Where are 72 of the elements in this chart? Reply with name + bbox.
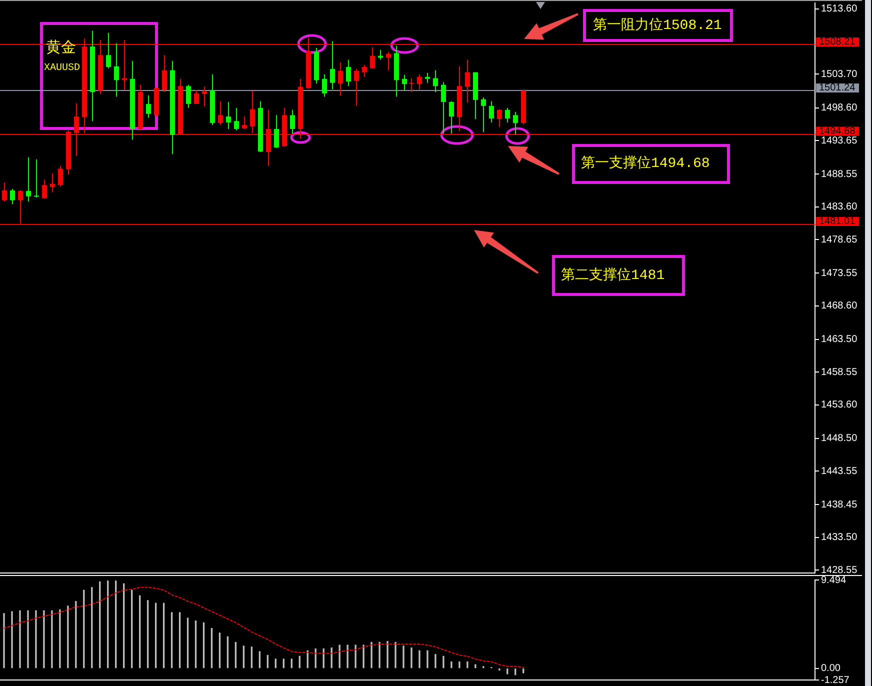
candlestick: [441, 82, 446, 134]
ref-line-label: 1508.21: [819, 36, 856, 48]
y-tick-label: 1478.65: [821, 234, 858, 246]
candlestick: [290, 109, 295, 134]
candlestick: [433, 70, 438, 93]
ref-line-label: 1481.01: [819, 216, 856, 228]
candlestick: [114, 42, 119, 98]
candlestick: [218, 100, 223, 126]
annotation: 第一阻力位1508.21: [593, 18, 722, 34]
candlestick: [58, 165, 63, 187]
candlestick: [425, 72, 430, 84]
y-tick-label: 1448.50: [821, 433, 858, 444]
annotation: 第二支撑位1481: [561, 268, 665, 284]
y-tick-label: 1463.50: [821, 334, 858, 346]
candlestick: [465, 59, 470, 104]
annotation: 第一支撑位1494.68: [581, 156, 710, 172]
candlestick: [42, 179, 47, 199]
annotation: XAUUSD: [44, 63, 80, 74]
candlestick: [505, 107, 510, 123]
candlestick: [10, 188, 15, 205]
candlestick: [386, 51, 391, 71]
y-tick-label: 1468.60: [821, 300, 858, 312]
candlestick: [50, 172, 55, 193]
annotation: 黄金: [46, 40, 76, 57]
candlestick: [146, 94, 151, 118]
y-tick-label: 1473.55: [821, 268, 858, 279]
y-tick-label: 1503.70: [821, 69, 858, 80]
candlestick: [234, 107, 239, 131]
y-tick-label: 1438.45: [821, 499, 858, 510]
candlestick: [226, 101, 231, 130]
candlestick: [202, 86, 207, 108]
candlestick: [370, 46, 375, 69]
candlestick: [162, 54, 167, 93]
candlestick: [402, 74, 407, 91]
candlestick: [409, 78, 414, 93]
y-tick-label: 1488.55: [821, 168, 858, 180]
candlestick: [362, 64, 367, 78]
candlestick: [497, 108, 502, 128]
y-tick-label: 1453.60: [821, 400, 858, 411]
y-tick-label: 1458.55: [821, 366, 858, 378]
candlestick: [338, 62, 343, 97]
y-tick-label: 9.494: [821, 574, 846, 586]
candlestick: [449, 100, 454, 134]
candlestick: [106, 32, 111, 69]
candlestick: [34, 158, 39, 198]
ref-line-label: 1501.24: [819, 82, 856, 94]
candlestick: [186, 84, 191, 108]
candlestick: [322, 74, 327, 98]
line-series: [3, 586, 524, 668]
candlestick: [194, 90, 199, 104]
y-tick-label: 1433.50: [821, 532, 858, 544]
candlestick: [330, 40, 335, 90]
y-tick-label: 1483.60: [821, 202, 858, 213]
y-tick-label: 0.00: [821, 663, 841, 674]
candlestick: [274, 114, 279, 149]
candlestick: [346, 59, 351, 87]
y-tick-label: 1498.60: [821, 102, 858, 114]
candlestick: [2, 182, 7, 202]
y-tick-label: 1428.55: [821, 564, 858, 576]
candlestick: [513, 111, 518, 135]
candlestick: [242, 116, 247, 130]
y-tick-label: 1493.65: [821, 135, 858, 146]
candlestick: [489, 100, 494, 123]
candlestick: [26, 156, 31, 202]
candlestick: [417, 74, 422, 90]
y-tick-label: 1513.60: [821, 4, 858, 15]
candlestick: [354, 68, 359, 106]
ref-line-label: 1494.68: [819, 126, 856, 138]
y-tick-label: -1.257: [821, 674, 850, 686]
candlestick: [481, 96, 486, 133]
candlestick: [378, 49, 383, 60]
y-tick-label: 1443.55: [821, 466, 858, 477]
